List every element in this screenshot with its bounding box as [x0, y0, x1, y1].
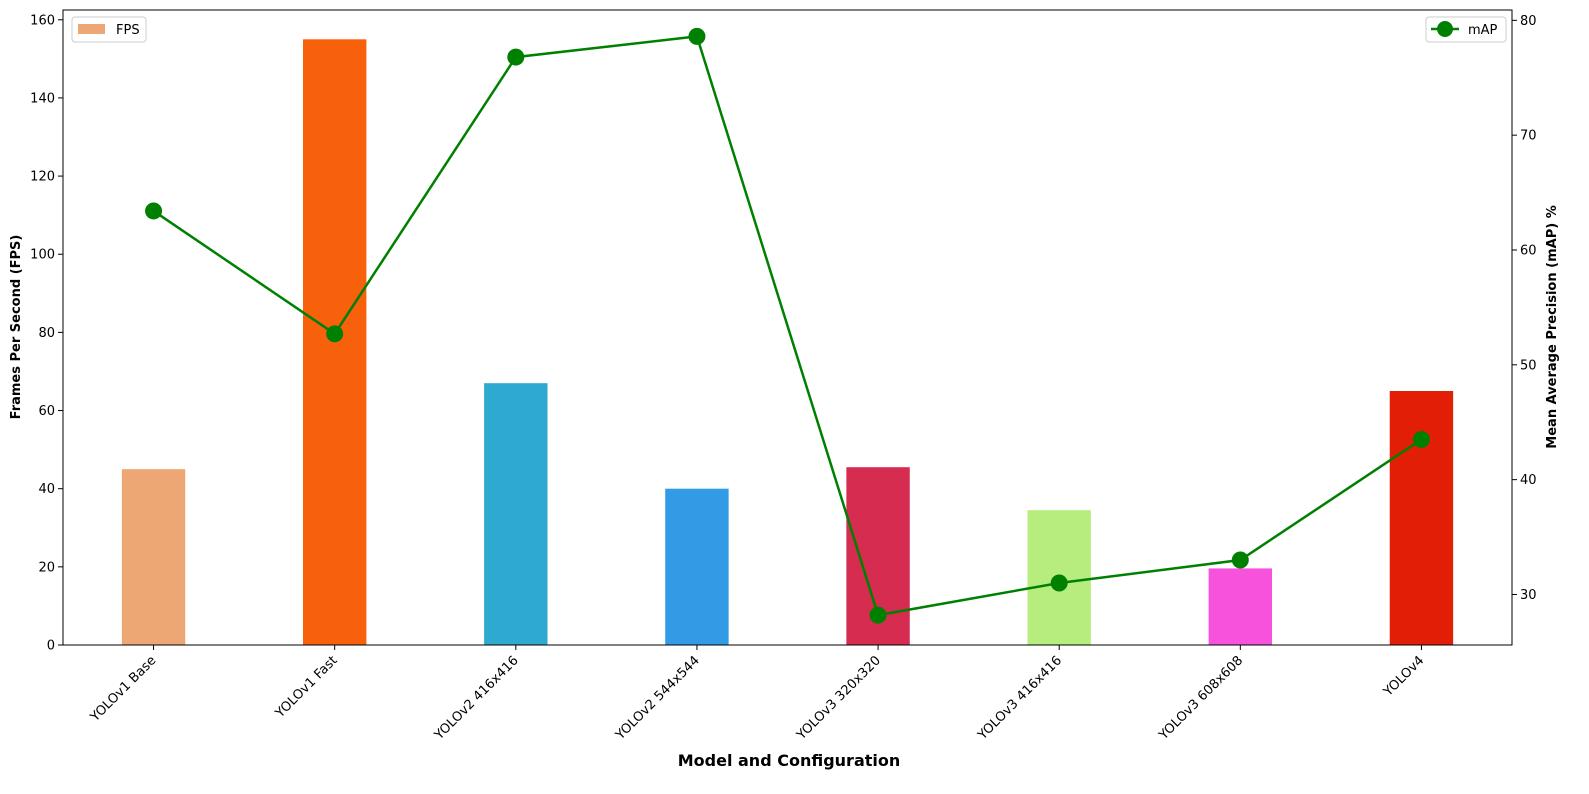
legend-fps-swatch [78, 24, 105, 34]
right-tick-label: 40 [1520, 473, 1537, 488]
fps-bar-8 [1389, 391, 1454, 645]
map-line-layer [145, 27, 1430, 624]
plot-frame [62, 9, 1513, 646]
x-tick-label: YOLOv3 320x320 [793, 653, 883, 743]
left-tick-label: 140 [30, 91, 55, 106]
legend-fps-frame [71, 16, 147, 43]
map-point-6 [1050, 574, 1068, 592]
legend-map-label: mAP [1468, 23, 1498, 38]
right-tick-label: 30 [1520, 588, 1537, 603]
x-tick-label: YOLOv4 [1380, 653, 1427, 700]
left-tick-label: 160 [30, 13, 55, 28]
right-axis-title: Mean Average Precision (mAP) % [1545, 205, 1560, 448]
x-tick-label: YOLOv3 416x416 [975, 653, 1065, 743]
bars-layer [121, 39, 1454, 646]
left-axis-title: Frames Per Second (FPS) [9, 235, 24, 420]
left-tick-label: 40 [38, 482, 55, 497]
left-tick-label: 120 [30, 170, 55, 185]
fps-bar-1 [121, 469, 186, 645]
x-tick-label: YOLOv1 Fast [272, 653, 340, 721]
fps-bar-3 [484, 383, 548, 645]
left-tick-label: 60 [38, 404, 55, 419]
x-tick-label: YOLOv1 Base [87, 653, 159, 725]
right-y-axis: 30 40 50 60 70 80 [1512, 14, 1537, 603]
x-tick-label: YOLOv2 544x544 [612, 653, 702, 743]
map-point-1 [145, 202, 163, 220]
legend-fps: FPS [71, 16, 147, 43]
map-point-7 [1231, 551, 1249, 569]
legend-fps-label: FPS [116, 23, 140, 38]
left-tick-label: 20 [38, 560, 55, 575]
x-tick-label: YOLOv3 608x608 [1156, 653, 1246, 743]
map-point-4 [688, 27, 706, 45]
right-tick-label: 70 [1520, 129, 1537, 144]
x-axis-title: Model and Configuration [678, 751, 901, 770]
map-line [152, 35, 1423, 617]
legend-map: mAP [1425, 16, 1507, 43]
fps-bar-7 [1208, 568, 1273, 645]
right-tick-label: 50 [1520, 358, 1537, 373]
right-tick-label: 60 [1520, 243, 1537, 258]
left-tick-label: 100 [30, 248, 55, 263]
left-tick-label: 0 [47, 639, 55, 654]
left-tick-label: 80 [38, 326, 55, 341]
left-y-axis: 0 20 40 60 80 100 120 140 160 [30, 13, 63, 654]
x-tick-label: YOLOv2 416x416 [431, 653, 521, 743]
legend-map-marker [1437, 21, 1453, 37]
x-axis: YOLOv1 Base YOLOv1 Fast YOLOv2 416x416 YOLO… [87, 645, 1427, 744]
map-point-2 [326, 325, 344, 343]
right-tick-label: 80 [1520, 14, 1537, 29]
fps-bar-4 [665, 488, 729, 645]
map-point-8 [1412, 430, 1430, 448]
map-point-5 [869, 606, 887, 624]
map-point-3 [507, 48, 525, 66]
